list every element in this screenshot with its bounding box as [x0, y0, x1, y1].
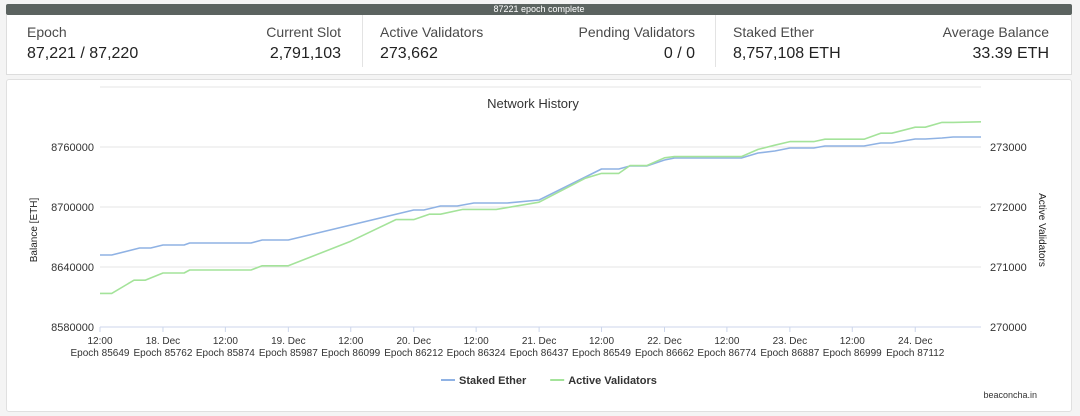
left-axis-tick-label: 8640000 — [51, 262, 94, 274]
left-axis-tick-label: 8700000 — [51, 202, 94, 214]
legend-label: Staked Ether — [459, 375, 527, 387]
chart-title: Network History — [487, 96, 579, 111]
x-axis-tick-label: 12:00 — [338, 336, 363, 347]
legend-item-active-validators[interactable]: Active Validators — [550, 375, 657, 387]
pending-validators-label: Pending Validators — [578, 24, 695, 40]
x-axis-tick-label: Epoch 86324 — [447, 348, 506, 359]
active-validators-stat: Active Validators 273,662 — [380, 24, 483, 64]
network-history-chart: Network History 8580000 8640000 8700000 876… — [29, 86, 1047, 400]
average-balance-value: 33.39 ETH — [972, 45, 1049, 62]
x-axis-tick-label: Epoch 86887 — [760, 348, 819, 359]
x-axis-tick-label: Epoch 85762 — [133, 348, 192, 359]
left-axis-label: Balance [ETH] — [29, 198, 40, 263]
left-axis-tick-label: 8760000 — [51, 142, 94, 154]
x-axis-tick-label: Epoch 86999 — [823, 348, 882, 359]
x-axis-tick-label: 22. Dec — [647, 336, 681, 347]
x-axis-tick-label: 19. Dec — [271, 336, 305, 347]
x-axis-tick-label: 12:00 — [714, 336, 739, 347]
series-lines — [100, 121, 982, 295]
legend-item-staked-ether[interactable]: Staked Ether — [441, 375, 527, 387]
x-axis-tick-label: 18. Dec — [146, 336, 180, 347]
x-axis-tick-label: Epoch 85649 — [71, 348, 130, 359]
right-axis-tick-label: 270000 — [990, 322, 1027, 334]
pending-validators-stat: Pending Validators 0 / 0 — [579, 24, 695, 64]
x-axis-tick-label: 24. Dec — [898, 336, 932, 347]
x-axis-tick-label: 23. Dec — [773, 336, 807, 347]
right-axis-tick-label: 273000 — [990, 142, 1027, 154]
x-axis-tick-label: Epoch 86549 — [572, 348, 631, 359]
x-axis-tick-label: Epoch 85987 — [259, 348, 318, 359]
active-validators-value: 273,662 — [380, 45, 438, 62]
chart-legend[interactable]: Staked Ether Active Validators — [441, 375, 657, 387]
active-validators-label: Active Validators — [380, 24, 484, 40]
right-axis-tick-label: 271000 — [990, 262, 1027, 274]
staked-ether-value: 8,757,108 ETH — [733, 45, 841, 62]
pending-validators-value: 0 / 0 — [663, 45, 695, 62]
x-axis-tick-label: Epoch 86662 — [635, 348, 694, 359]
epoch-stat: Epoch 87,221 / 87,220 — [27, 24, 138, 64]
current-slot-label: Current Slot — [266, 24, 341, 40]
staked-ether-stat: Staked Ether 8,757,108 ETH — [733, 24, 841, 64]
chart-grid — [100, 86, 981, 328]
average-balance-stat: Average Balance 33.39 ETH — [943, 24, 1049, 64]
x-axis-tick-label: Epoch 86099 — [321, 348, 380, 359]
x-axis-tick-label: Epoch 86774 — [697, 348, 756, 359]
right-axis-label: Active Validators — [1036, 193, 1047, 267]
x-axis-tick-label: 20. Dec — [396, 336, 430, 347]
stat-divider — [362, 15, 363, 67]
x-axis-tick-label: 12:00 — [464, 336, 489, 347]
active-validators-line — [100, 121, 982, 295]
x-axis-tick-label: 12:00 — [589, 336, 614, 347]
x-axis-tick-label: 21. Dec — [522, 336, 556, 347]
epoch-label: Epoch — [27, 24, 67, 40]
network-history-card: Network History 8580000 8640000 8700000 876… — [6, 79, 1072, 412]
staked-ether-line — [100, 136, 981, 256]
epoch-complete-banner: 87221 epoch complete — [6, 4, 1072, 15]
network-stats-bar: Epoch 87,221 / 87,220 Current Slot 2,791… — [6, 15, 1072, 75]
x-axis-tick-label: Epoch 87112 — [886, 348, 945, 359]
x-axis-tick-label: 12:00 — [87, 336, 112, 347]
average-balance-label: Average Balance — [942, 24, 1049, 40]
x-axis-tick-label: Epoch 86212 — [384, 348, 443, 359]
stat-divider — [715, 15, 716, 67]
legend-label: Active Validators — [568, 375, 657, 387]
right-axis-tick-label: 272000 — [990, 202, 1027, 214]
x-axis-tick-label: Epoch 85874 — [196, 348, 255, 359]
left-axis-tick-label: 8580000 — [51, 322, 94, 334]
staked-ether-label: Staked Ether — [733, 24, 814, 40]
right-axis-ticks: 270000 271000 272000 273000 — [990, 142, 1027, 334]
epoch-value: 87,221 / 87,220 — [27, 45, 139, 62]
x-axis-tick-label: 12:00 — [840, 336, 865, 347]
current-slot-value: 2,791,103 — [269, 45, 341, 62]
x-axis-tick-label: Epoch 86437 — [510, 348, 569, 359]
x-axis-tick-label: 12:00 — [213, 336, 238, 347]
left-axis-ticks: 8580000 8640000 8700000 8760000 — [51, 142, 94, 334]
current-slot-stat: Current Slot 2,791,103 — [266, 24, 341, 64]
credit-label: beaconcha.in — [983, 390, 1037, 400]
